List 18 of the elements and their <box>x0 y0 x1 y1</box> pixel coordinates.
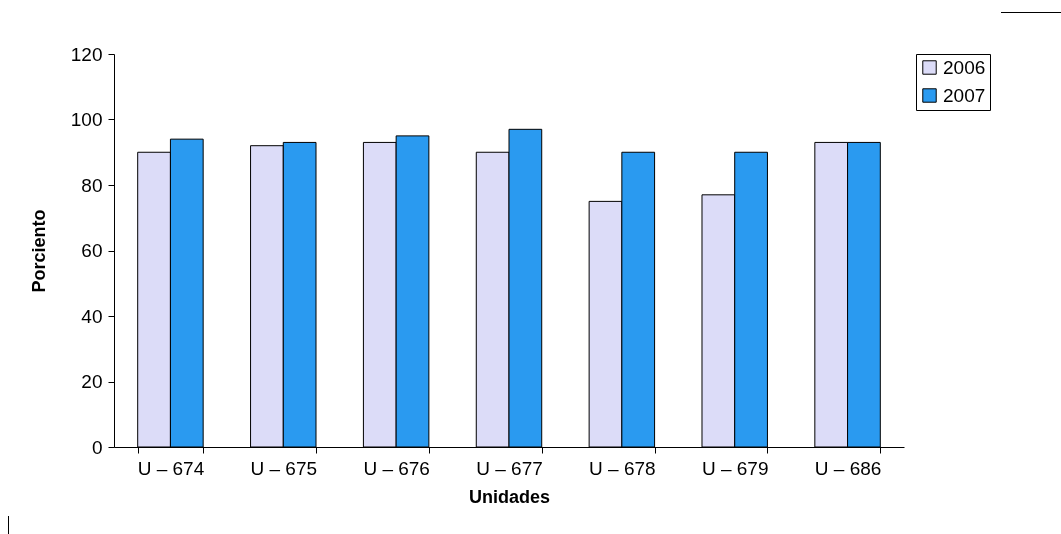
x-axis-title: Unidades <box>468 486 551 507</box>
legend-label: 2007 <box>943 84 986 106</box>
x-tick-label: U – 676 <box>363 457 430 479</box>
y-tick-label: 80 <box>81 174 103 196</box>
y-tick-label: 100 <box>70 109 103 130</box>
y-tick-label: 120 <box>70 43 103 65</box>
x-tick-label: U – 686 <box>814 457 882 479</box>
x-tick-label: U – 678 <box>589 457 656 479</box>
y-tick-label: 20 <box>81 371 103 392</box>
x-tick-label: U – 677 <box>476 457 543 479</box>
y-tick-label: 0 <box>91 436 103 458</box>
x-tick-label: U – 675 <box>250 457 318 479</box>
x-tick-label: U – 674 <box>137 457 205 479</box>
legend-label: 2006 <box>943 56 986 78</box>
y-tick-label: 40 <box>81 305 103 327</box>
y-tick-label: 60 <box>81 240 103 261</box>
y-axis-title: Porciento <box>28 209 49 293</box>
x-tick-label: U – 679 <box>701 457 769 479</box>
